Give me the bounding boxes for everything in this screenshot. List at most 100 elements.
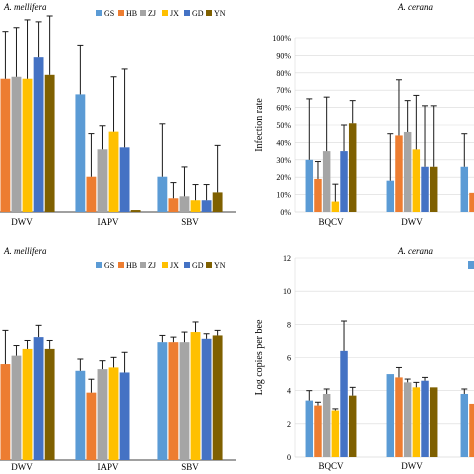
x-category-label: IAPV: [97, 217, 119, 227]
bar-zj-iapv: [97, 369, 108, 460]
bar-gd-dwv: [421, 380, 429, 457]
y-tick-label: 70%: [276, 86, 291, 95]
bar-gd-sbv: [201, 200, 212, 212]
bar-yn-sbv: [212, 192, 223, 212]
bar-zj-dwv: [403, 382, 412, 457]
y-tick-label: 100%: [272, 34, 291, 43]
x-category-label: IAPV: [97, 462, 119, 472]
bar-jx-sbv: [190, 332, 201, 460]
legend-swatch-cropped: [468, 261, 474, 269]
x-category-label: DWV: [401, 461, 423, 471]
bar-jx-sbv: [190, 200, 201, 212]
legend-label-gd: GD: [192, 9, 204, 18]
bar-gd-dwv: [33, 337, 44, 460]
bar-yn-bqcv: [348, 123, 357, 212]
bar-yn-dwv: [429, 387, 438, 457]
legend-label-jx: JX: [170, 261, 179, 270]
bar-hb-dwv: [0, 78, 11, 212]
bar-gd-iapv: [119, 147, 130, 212]
y-tick-label: 0%: [280, 208, 291, 217]
bar-yn-bqcv: [348, 395, 357, 457]
bar-hb-dwv: [395, 377, 403, 457]
legend-swatch-gd: [184, 262, 190, 268]
legend-swatch-gd: [184, 10, 190, 16]
chart-panel-d: 0 2 4 6 8 10 12 BQCV DWV A. cerana Log copies per …: [254, 246, 474, 471]
y-tick-label: 6: [287, 354, 291, 363]
bar-gd-iapv: [119, 372, 130, 460]
chart-panel-b: 0% 10% 20% 30% 40% 50% 60% 70% 80% 90% 100% BQCV DWV…: [254, 2, 474, 227]
bar-gs-partial: [460, 393, 469, 457]
legend-swatch-yn: [206, 262, 212, 268]
x-category-label: SBV: [181, 217, 199, 227]
x-category-label: DWV: [401, 217, 423, 227]
bar-jx-dwv: [22, 348, 33, 460]
bar-gs-bqcv: [305, 400, 314, 457]
y-tick-label: 12: [283, 254, 291, 263]
legend-swatch-jx: [162, 262, 168, 268]
legend-label-zj: ZJ: [148, 9, 156, 18]
bar-zj-sbv: [179, 196, 190, 212]
legend-label-zj: ZJ: [148, 261, 156, 270]
legend-swatch-jx: [162, 10, 168, 16]
chart-title: A. mellifera: [3, 246, 47, 256]
x-category-label: BQCV: [318, 217, 344, 227]
y-tick-label: 50%: [276, 121, 291, 130]
legend-label-gd: GD: [192, 261, 204, 270]
legend-label-hb: HB: [126, 9, 137, 18]
x-category-label: BQCV: [318, 461, 344, 471]
bar-zj-bqcv: [322, 393, 331, 457]
bar-gs-dwv: [386, 374, 395, 457]
bar-hb-bqcv: [314, 405, 322, 457]
bar-gd-dwv: [33, 57, 44, 212]
legend-swatch-zj: [140, 262, 146, 268]
chart-title: A. cerana: [397, 2, 433, 12]
bar-yn-iapv: [130, 210, 141, 212]
bar-hb-dwv: [395, 135, 403, 212]
y-tick-label: 10%: [276, 191, 291, 200]
bar-gs-iapv: [75, 94, 86, 212]
chart-title: A. cerana: [397, 246, 433, 256]
y-axis-label: Infection rate: [254, 98, 265, 152]
bar-yn-dwv: [44, 348, 55, 460]
x-category-label: DWV: [11, 217, 33, 227]
bar-hb-iapv: [86, 176, 97, 212]
legend-swatch-gs: [96, 10, 102, 16]
bar-jx-bqcv: [331, 201, 340, 212]
bar-gd-bqcv: [340, 350, 348, 457]
bar-gs-partial: [460, 166, 469, 212]
legend-swatch-yn: [206, 10, 212, 16]
x-category-label: SBV: [181, 462, 199, 472]
legend-swatch-hb: [118, 262, 124, 268]
bar-jx-dwv: [22, 78, 33, 212]
legend-label-yn: YN: [214, 261, 226, 270]
bar-gs-dwv: [386, 180, 395, 212]
y-tick-label: 40%: [276, 138, 291, 147]
x-category-label: DWV: [11, 462, 33, 472]
y-tick-label: 90%: [276, 51, 291, 60]
bar-gd-dwv: [421, 166, 429, 212]
bar-yn-dwv: [429, 166, 438, 212]
bar-jx-bqcv: [331, 410, 340, 457]
y-tick-label: 8: [287, 320, 291, 329]
chart-title: A. mellifera: [3, 2, 47, 12]
bar-jx-dwv: [412, 149, 421, 212]
bar-jx-iapv: [108, 131, 119, 212]
chart-panel-a: DWV IAPV SBV A. mellifera GS HB ZJ JX GD YN: [0, 2, 236, 227]
bar-hb-iapv: [86, 392, 97, 460]
bar-jx-dwv: [412, 387, 421, 457]
bar-gs-iapv: [75, 370, 86, 460]
bar-zj-dwv: [11, 355, 22, 460]
legend-swatch-hb: [118, 10, 124, 16]
bar-hb-sbv: [168, 198, 179, 212]
bar-gd-bqcv: [340, 151, 348, 212]
y-tick-label: 20%: [276, 173, 291, 182]
legend-label-yn: YN: [214, 9, 226, 18]
bar-hb-sbv: [168, 342, 179, 460]
bar-gs-bqcv: [305, 159, 314, 212]
y-tick-label: 60%: [276, 104, 291, 113]
legend-swatch-zj: [140, 10, 146, 16]
bar-yn-sbv: [212, 335, 223, 460]
bar-zj-sbv: [179, 342, 190, 460]
y-tick-label: 2: [287, 420, 291, 429]
